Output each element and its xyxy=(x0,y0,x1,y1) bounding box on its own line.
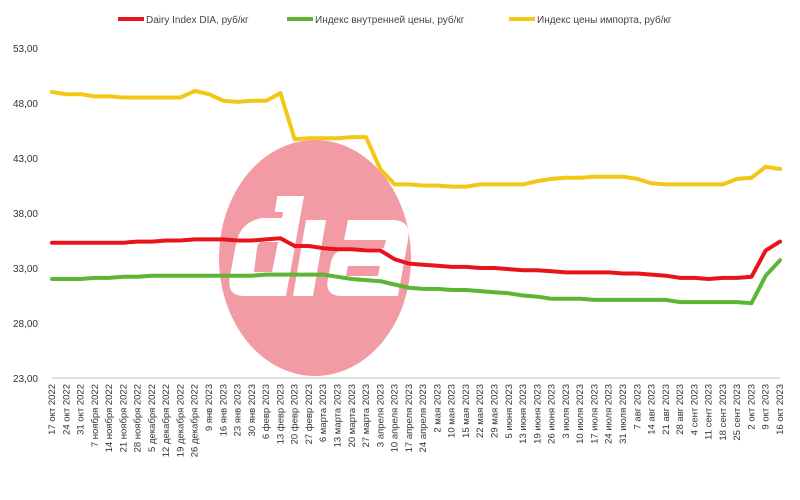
series-line-1 xyxy=(50,236,782,281)
x-tick-label: 14 ноября 2022 xyxy=(104,384,115,452)
x-tick-label: 24 июля 2023 xyxy=(604,384,615,444)
x-axis-ticks: 17 окт 2022 24 окт 2022 31 окт 2022 7 ноябр… xyxy=(47,384,786,457)
x-tick-label: 31 июля 2023 xyxy=(618,384,629,444)
x-tick-label: 27 февр 2023 xyxy=(304,384,315,444)
x-tick-label: 30 янв 2023 xyxy=(247,384,258,436)
x-tick-label: 5 декабря 2022 xyxy=(147,384,158,452)
x-tick-label: 9 окт 2023 xyxy=(761,384,772,430)
x-tick-label: 24 окт 2022 xyxy=(61,384,72,435)
x-tick-label: 3 июля 2023 xyxy=(561,384,572,439)
y-tick-label: 33,00 xyxy=(13,264,38,275)
x-tick-label: 6 марта 2023 xyxy=(318,384,329,442)
series-line-3 xyxy=(50,88,782,189)
x-tick-label: 24 апреля 2023 xyxy=(418,384,429,452)
x-tick-label: 10 июля 2023 xyxy=(575,384,586,444)
x-tick-label: 17 апреля 2023 xyxy=(404,384,415,452)
x-tick-label: 29 мая 2023 xyxy=(490,384,501,438)
legend-label-2: Индекс внутренней цены, руб/кг xyxy=(315,14,465,26)
x-tick-label: 28 авг 2023 xyxy=(675,384,686,435)
legend: Dairy Index DIA, руб/кг Индекс внутренней… xyxy=(118,14,672,26)
y-tick-label: 28,00 xyxy=(13,319,38,330)
x-tick-label: 16 окт 2023 xyxy=(775,384,786,435)
x-tick-label: 9 янв 2023 xyxy=(204,384,215,431)
x-tick-label: 14 авг 2023 xyxy=(647,384,658,435)
y-tick-label: 43,00 xyxy=(13,154,38,165)
x-tick-label: 20 февр 2023 xyxy=(290,384,301,444)
x-tick-label: 4 сент 2023 xyxy=(689,384,700,435)
x-tick-label: 5 июня 2023 xyxy=(504,384,515,439)
x-tick-label: 23 янв 2023 xyxy=(233,384,244,436)
x-tick-label: 10 мая 2023 xyxy=(447,384,458,438)
x-tick-label: 7 авг 2023 xyxy=(632,384,643,430)
x-tick-label: 13 марта 2023 xyxy=(332,384,343,447)
x-tick-label: 19 декабря 2022 xyxy=(175,384,186,457)
y-axis-ticks: 53,00 48,00 43,00 38,00 33,00 28,00 23,00 xyxy=(13,44,38,385)
x-tick-label: 21 ноября 2022 xyxy=(118,384,129,452)
x-tick-label: 21 авг 2023 xyxy=(661,384,672,435)
x-tick-label: 15 мая 2023 xyxy=(461,384,472,438)
x-tick-label: 7 ноября 2022 xyxy=(90,384,101,447)
x-tick-label: 16 янв 2023 xyxy=(218,384,229,436)
x-tick-label: 2 окт 2023 xyxy=(746,384,757,430)
x-tick-label: 17 июля 2023 xyxy=(589,384,600,444)
x-tick-label: 11 сент 2023 xyxy=(704,384,715,440)
x-tick-label: 27 марта 2023 xyxy=(361,384,372,447)
x-tick-label: 10 апреля 2023 xyxy=(390,384,401,452)
series-lines xyxy=(50,88,782,306)
y-tick-label: 53,00 xyxy=(13,44,38,55)
x-tick-label: 2 мая 2023 xyxy=(432,384,443,433)
y-tick-label: 48,00 xyxy=(13,99,38,110)
x-tick-label: 28 ноября 2022 xyxy=(133,384,144,452)
x-tick-label: 6 февр 2023 xyxy=(261,384,272,439)
series-line-2 xyxy=(50,258,782,306)
x-tick-label: 31 окт 2022 xyxy=(76,384,87,435)
x-tick-label: 12 декабря 2022 xyxy=(161,384,172,457)
y-tick-label: 23,00 xyxy=(13,374,38,385)
x-tick-label: 22 мая 2023 xyxy=(475,384,486,438)
x-tick-label: 19 июня 2023 xyxy=(532,384,543,444)
x-tick-label: 18 сент 2023 xyxy=(718,384,729,441)
x-tick-label: 25 сент 2023 xyxy=(732,384,743,441)
x-tick-label: 26 декабря 2022 xyxy=(190,384,201,457)
y-tick-label: 38,00 xyxy=(13,209,38,220)
x-tick-label: 26 июня 2023 xyxy=(547,384,558,444)
x-tick-label: 3 апреля 2023 xyxy=(375,384,386,447)
dia-watermark-logo xyxy=(219,140,411,376)
legend-label-1: Dairy Index DIA, руб/кг xyxy=(146,14,249,26)
x-tick-label: 17 окт 2022 xyxy=(47,384,58,435)
x-tick-label: 13 февр 2023 xyxy=(275,384,286,444)
x-tick-label: 13 июня 2023 xyxy=(518,384,529,444)
x-tick-label: 20 марта 2023 xyxy=(347,384,358,447)
legend-label-3: Индекс цены импорта, руб/кг xyxy=(537,14,672,26)
